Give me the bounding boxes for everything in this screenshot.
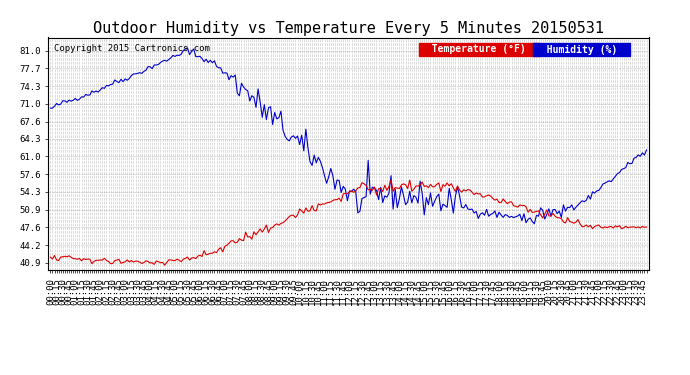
Text: Copyright 2015 Cartronics.com: Copyright 2015 Cartronics.com	[55, 45, 210, 54]
Title: Outdoor Humidity vs Temperature Every 5 Minutes 20150531: Outdoor Humidity vs Temperature Every 5 …	[93, 21, 604, 36]
Text: Temperature (°F): Temperature (°F)	[420, 45, 538, 54]
Text: Humidity (%): Humidity (%)	[535, 45, 629, 54]
